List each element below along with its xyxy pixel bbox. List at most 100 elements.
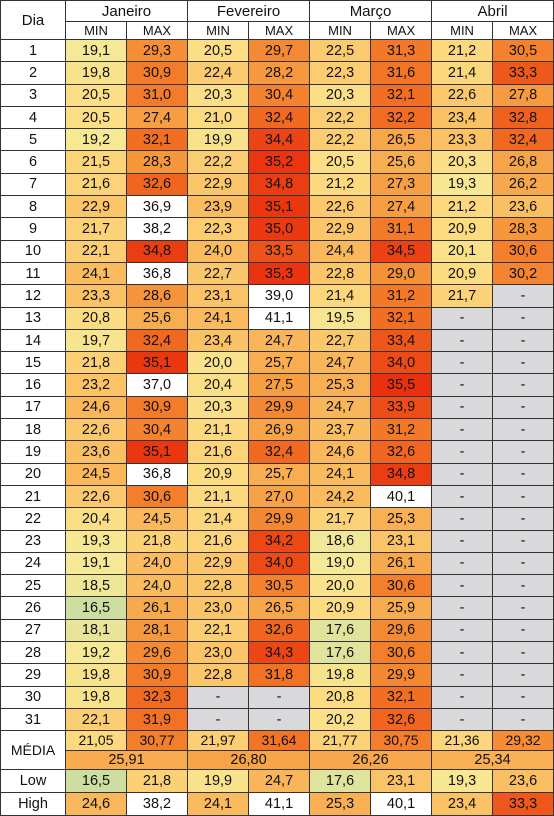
max-temp-cell: 28,3	[492, 217, 554, 241]
min-temp-cell: 21,2	[431, 195, 494, 219]
max-temp-cell: 35,1	[248, 195, 311, 219]
min-temp-cell: 19,3	[65, 529, 127, 553]
table-row: 18 22,6 30,4 21,1 26,9 23,7 31,2- -	[0, 418, 554, 442]
day-cell: 12	[0, 284, 66, 308]
min-temp-cell: 22,1	[187, 618, 250, 643]
day-cell: 24	[0, 551, 66, 576]
max-temp-cell: -	[248, 685, 311, 709]
min-temp-cell: -	[431, 351, 494, 375]
max-temp-cell: 24,7	[248, 328, 311, 353]
max-temp-cell: 26,1	[125, 596, 189, 620]
media-label: MÉDIA	[0, 730, 66, 771]
min-temp-cell: 22,4	[187, 61, 250, 85]
min-temp-cell: 20,0	[187, 351, 250, 375]
max-temp-cell: 31,8	[248, 663, 311, 687]
day-cell: 3	[0, 83, 66, 107]
min-temp-cell: -	[431, 418, 494, 442]
day-cell: 25	[0, 574, 66, 598]
min-temp-cell: -	[431, 306, 494, 330]
day-cell: 30	[0, 685, 66, 709]
min-header: MIN	[431, 21, 494, 40]
max-temp-cell: 25,7	[248, 351, 311, 375]
table-row: 22 20,4 24,5 21,4 29,9 21,7 25,3- -	[0, 507, 554, 531]
media-value-cell: 29,32	[492, 730, 554, 751]
table-row: 14 19,7 32,4 23,4 24,7 22,7 33,4- -	[0, 328, 554, 353]
min-temp-cell: 22,8	[309, 261, 372, 286]
min-temp-cell: 24,2	[309, 484, 372, 509]
day-cell: 6	[0, 150, 66, 174]
max-temp-cell: 35,2	[248, 150, 311, 174]
max-temp-cell: 32,4	[492, 128, 554, 152]
min-temp-cell: -	[431, 373, 494, 397]
table-row: 25 18,5 24,0 22,8 30,5 20,0 30,6- -	[0, 574, 554, 598]
max-temp-cell: 25,6	[370, 150, 433, 174]
day-cell: 18	[0, 418, 66, 442]
max-temp-cell: 34,4	[248, 128, 311, 152]
min-temp-cell: 21,7	[309, 507, 372, 531]
max-temp-cell: 32,6	[370, 707, 433, 732]
max-temp-cell: 30,5	[248, 574, 311, 598]
min-header: MIN	[187, 21, 250, 40]
max-temp-cell: -	[248, 707, 311, 732]
day-cell: 29	[0, 663, 66, 687]
min-temp-cell: 18,5	[65, 574, 127, 598]
min-temp-cell: 24,4	[309, 239, 372, 263]
max-temp-cell: 29,3	[125, 38, 189, 63]
day-cell: 16	[0, 373, 66, 397]
min-temp-cell: -	[431, 395, 494, 420]
max-temp-cell: 31,9	[125, 707, 189, 732]
low-value-cell: 21,8	[125, 769, 189, 794]
min-temp-cell: 22,7	[309, 328, 372, 353]
max-temp-cell: 32,8	[492, 105, 554, 130]
min-temp-cell: 20,5	[187, 38, 250, 63]
day-cell: 9	[0, 217, 66, 241]
min-temp-cell: 20,8	[65, 306, 127, 330]
max-temp-cell: 32,6	[125, 172, 189, 197]
max-temp-cell: 28,1	[125, 618, 189, 643]
max-temp-cell: -	[492, 351, 554, 375]
max-temp-cell: 29,6	[125, 641, 189, 665]
max-temp-cell: 35,1	[125, 351, 189, 375]
low-value-cell: 23,6	[492, 769, 554, 794]
min-temp-cell: 22,8	[187, 574, 250, 598]
table-row: 10 22,1 34,8 24,0 33,5 24,4 34,5 20,1 30,6	[0, 239, 554, 263]
min-temp-cell: 20,4	[187, 373, 250, 397]
low-label: Low	[0, 769, 66, 794]
day-cell: 7	[0, 172, 66, 197]
day-cell: 31	[0, 707, 66, 732]
min-temp-cell: 22,9	[187, 551, 250, 576]
table-row: 30 19,8 32,3- -20,8 32,1- -	[0, 685, 554, 709]
min-temp-cell: 24,5	[65, 462, 127, 486]
low-row: Low 16,5 21,8 19,9 24,7 17,6 23,1 19,3 23,6	[0, 769, 554, 794]
month-header-row: Dia Janeiro Fevereiro Março Abril	[0, 0, 554, 40]
table-row: 29 19,8 30,9 22,8 31,8 19,8 29,9- -	[0, 663, 554, 687]
max-temp-cell: -	[492, 641, 554, 665]
max-temp-cell: 32,3	[125, 685, 189, 709]
min-temp-cell: 24,1	[187, 306, 250, 330]
table-row: 5 19,2 32,1 19,9 34,4 22,2 26,5 23,3 32,4	[0, 128, 554, 152]
min-temp-cell: -	[431, 440, 494, 464]
month-header-marco: Março	[309, 0, 433, 22]
min-temp-cell: 23,4	[187, 328, 250, 353]
min-temp-cell: -	[431, 596, 494, 620]
day-cell: 14	[0, 328, 66, 353]
day-cell: 2	[0, 61, 66, 85]
max-temp-cell: -	[492, 507, 554, 531]
max-temp-cell: -	[492, 284, 554, 308]
table-row: 26 16,5 26,1 23,0 26,5 20,9 25,9- -	[0, 596, 554, 620]
month-header-abril: Abril	[431, 0, 554, 22]
min-temp-cell: 24,7	[309, 351, 372, 375]
max-temp-cell: 23,6	[492, 195, 554, 219]
min-temp-cell: 22,6	[65, 418, 127, 442]
min-temp-cell: 23,7	[309, 418, 372, 442]
max-header: MAX	[492, 21, 554, 40]
media-value-cell: 30,75	[370, 730, 433, 751]
day-cell: 11	[0, 261, 66, 286]
max-temp-cell: -	[492, 529, 554, 553]
max-temp-cell: 30,4	[125, 418, 189, 442]
max-temp-cell: 34,5	[370, 239, 433, 263]
table-row: 12 23,3 28,6 23,1 39,0 21,4 31,2 21,7-	[0, 284, 554, 308]
day-cell: 20	[0, 462, 66, 486]
high-value-cell: 23,4	[431, 792, 494, 816]
table-row: 23 19,3 21,8 21,6 34,2 18,6 23,1- -	[0, 529, 554, 553]
